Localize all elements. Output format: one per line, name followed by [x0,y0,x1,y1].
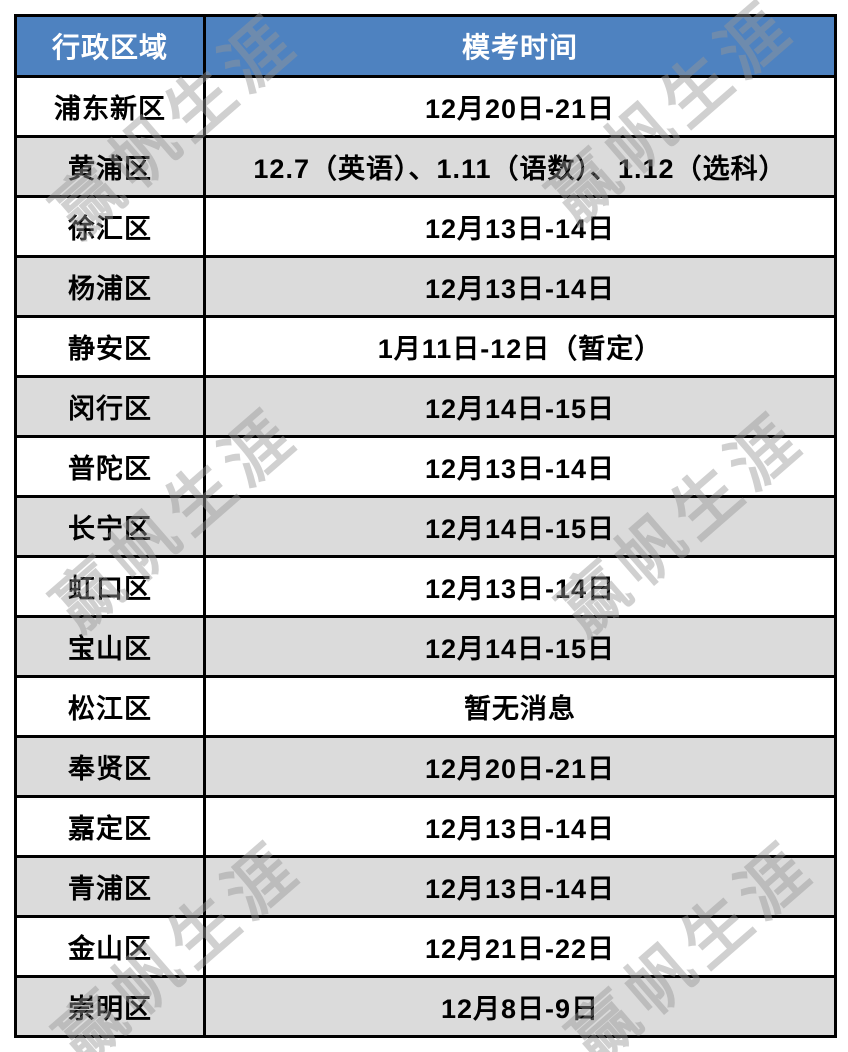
time-cell: 12月14日-15日 [203,375,837,438]
time-cell: 12月20日-21日 [203,75,837,138]
region-cell: 松江区 [14,675,206,738]
time-cell: 1月11日-12日（暂定） [203,315,837,378]
region-cell: 静安区 [14,315,206,378]
region-cell: 长宁区 [14,495,206,558]
exam-schedule-table: 行政区域 模考时间 浦东新区 12月20日-21日 黄浦区 12.7（英语）、1… [14,14,837,1038]
region-cell: 嘉定区 [14,795,206,858]
table-row: 虹口区 12月13日-14日 [14,555,837,618]
table-row: 宝山区 12月14日-15日 [14,615,837,678]
time-cell: 12月13日-14日 [203,255,837,318]
region-cell: 普陀区 [14,435,206,498]
table-row: 青浦区 12月13日-14日 [14,855,837,918]
table-row: 徐汇区 12月13日-14日 [14,195,837,258]
region-cell: 徐汇区 [14,195,206,258]
table-row: 长宁区 12月14日-15日 [14,495,837,558]
table-row: 奉贤区 12月20日-21日 [14,735,837,798]
table-header: 行政区域 模考时间 [14,14,837,78]
region-cell: 金山区 [14,915,206,978]
region-cell: 崇明区 [14,975,206,1038]
table-body: 浦东新区 12月20日-21日 黄浦区 12.7（英语）、1.11（语数）、1.… [14,75,837,1038]
region-cell: 浦东新区 [14,75,206,138]
table-row: 杨浦区 12月13日-14日 [14,255,837,318]
table-row: 静安区 1月11日-12日（暂定） [14,315,837,378]
time-cell: 12月8日-9日 [203,975,837,1038]
time-cell: 12月20日-21日 [203,735,837,798]
table-row: 嘉定区 12月13日-14日 [14,795,837,858]
region-cell: 杨浦区 [14,255,206,318]
table-row: 金山区 12月21日-22日 [14,915,837,978]
time-cell: 暂无消息 [203,675,837,738]
region-cell: 奉贤区 [14,735,206,798]
table-row: 普陀区 12月13日-14日 [14,435,837,498]
table-row: 闵行区 12月14日-15日 [14,375,837,438]
time-cell: 12月14日-15日 [203,495,837,558]
table-row: 松江区 暂无消息 [14,675,837,738]
region-cell: 虹口区 [14,555,206,618]
time-column-header: 模考时间 [203,14,837,78]
region-column-header: 行政区域 [14,14,206,78]
table-row: 黄浦区 12.7（英语）、1.11（语数）、1.12（选科） [14,135,837,198]
region-cell: 闵行区 [14,375,206,438]
header-row: 行政区域 模考时间 [14,14,837,78]
time-cell: 12月13日-14日 [203,435,837,498]
time-cell: 12.7（英语）、1.11（语数）、1.12（选科） [203,135,837,198]
table-row: 浦东新区 12月20日-21日 [14,75,837,138]
region-cell: 黄浦区 [14,135,206,198]
time-cell: 12月13日-14日 [203,795,837,858]
region-cell: 宝山区 [14,615,206,678]
time-cell: 12月13日-14日 [203,195,837,258]
time-cell: 12月21日-22日 [203,915,837,978]
time-cell: 12月13日-14日 [203,555,837,618]
time-cell: 12月14日-15日 [203,615,837,678]
table-row: 崇明区 12月8日-9日 [14,975,837,1038]
region-cell: 青浦区 [14,855,206,918]
time-cell: 12月13日-14日 [203,855,837,918]
